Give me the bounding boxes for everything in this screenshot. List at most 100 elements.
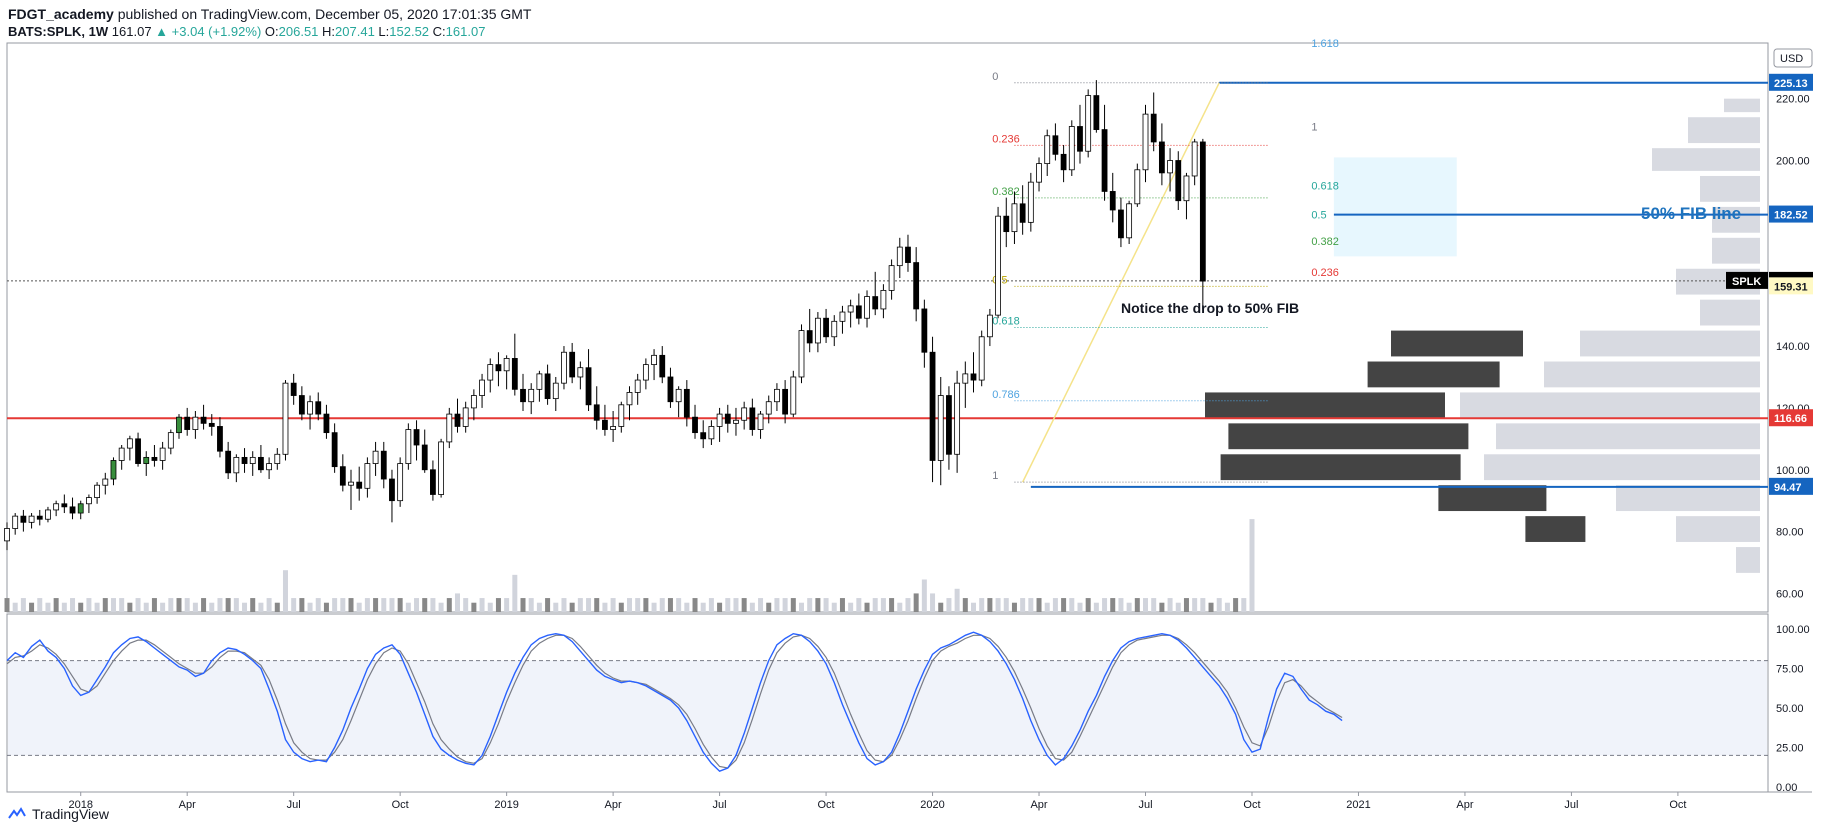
candle-body — [962, 373, 969, 384]
volume-bar — [94, 602, 100, 612]
volume-bar — [37, 598, 43, 612]
volume-bar — [332, 598, 338, 612]
candle-body — [290, 382, 297, 396]
time-tick-label: Jul — [287, 799, 301, 811]
candle-body — [1085, 95, 1092, 152]
candle-body — [847, 305, 854, 313]
volume-bar — [594, 598, 600, 612]
volume-bar — [78, 602, 84, 612]
candle-body — [1158, 141, 1165, 174]
time-tick-label: 2018 — [68, 799, 92, 811]
volume-bar — [454, 593, 460, 612]
time-tick-label: Oct — [1669, 799, 1686, 811]
symbol-label: BATS:SPLK, 1W — [8, 24, 109, 39]
volume-bar — [151, 598, 157, 612]
candle-body — [470, 395, 477, 409]
price-label-badge — [1769, 409, 1813, 427]
volume-bar — [274, 602, 280, 612]
candle-body — [1134, 169, 1141, 205]
candle-body — [552, 382, 559, 400]
volume-bar — [282, 570, 288, 612]
volume-bar — [430, 598, 436, 612]
time-tick-label: Apr — [179, 799, 196, 811]
volume-bar — [1093, 602, 1099, 612]
candle-body — [389, 478, 395, 502]
candle-body — [1126, 203, 1133, 239]
volume-bar — [1061, 598, 1067, 612]
volume-bar — [1118, 598, 1124, 612]
volume-bar — [1110, 598, 1116, 612]
candle-body — [380, 450, 387, 480]
candle-body — [126, 438, 133, 449]
candle-body — [405, 429, 412, 464]
stoch-tick-label: 0.00 — [1776, 782, 1797, 794]
candle-body — [511, 358, 518, 390]
candle-body — [339, 466, 346, 486]
volume-bar — [815, 598, 821, 612]
volume-profile-bar — [1712, 237, 1760, 264]
volume-bar — [1233, 598, 1239, 612]
volume-bar — [954, 588, 960, 612]
price-label-text: 116.66 — [1774, 413, 1807, 425]
candle-body — [667, 376, 674, 403]
volume-bar — [913, 593, 919, 612]
price-label-badge — [1769, 277, 1813, 295]
candle-body — [675, 388, 682, 403]
candle-body — [626, 392, 633, 406]
footer-brand[interactable]: TradingView — [8, 806, 109, 822]
candle-body — [94, 484, 100, 498]
fib-level-label: 0.786 — [992, 389, 1020, 401]
volume-bar — [823, 598, 829, 612]
volume-bar — [86, 598, 92, 612]
volume-bar — [479, 598, 485, 612]
candle-body — [36, 515, 43, 520]
publisher-name[interactable]: FDGT_academy — [8, 6, 114, 22]
currency-tag[interactable] — [1773, 48, 1813, 68]
candle-body — [790, 376, 797, 415]
candle-body — [839, 311, 846, 322]
candle-body — [823, 317, 829, 338]
volume-bar — [1192, 598, 1198, 612]
candle-body — [1142, 113, 1149, 171]
candle-body — [610, 426, 617, 430]
volume-bar — [667, 598, 673, 612]
price-pane[interactable] — [6, 42, 1769, 613]
volume-bar — [1224, 602, 1230, 612]
fib-level-label: 0.236 — [992, 133, 1020, 145]
volume-bar — [971, 602, 977, 612]
candle-body — [1060, 153, 1067, 171]
volume-bar — [160, 602, 166, 612]
candle-body — [266, 463, 273, 471]
candle-body — [995, 215, 1001, 316]
volume-bar — [979, 598, 985, 612]
candle-body — [921, 308, 928, 353]
price-tick-label: 80.00 — [1776, 527, 1804, 539]
candle-body — [487, 364, 494, 381]
candle-body — [446, 413, 453, 443]
candle-body — [634, 379, 641, 393]
candle-body — [1011, 203, 1018, 233]
candle-body — [1044, 135, 1051, 165]
volume-bar — [504, 598, 510, 612]
volume-bar — [1200, 598, 1206, 612]
volume-bar — [512, 574, 518, 612]
candle-body — [1101, 129, 1108, 192]
price-label-text: 225.13 — [1774, 78, 1808, 90]
candle-body — [733, 419, 739, 424]
volume-bar — [1151, 598, 1157, 612]
candle-body — [249, 456, 256, 464]
volume-bar — [651, 602, 657, 612]
volume-profile-bar — [1688, 117, 1760, 144]
volume-bar — [733, 598, 739, 612]
volume-profile-bar — [1712, 206, 1760, 233]
volume-bar — [987, 598, 993, 612]
volume-bar — [897, 602, 903, 612]
volume-profile-bar — [1544, 361, 1760, 388]
candle-body — [749, 407, 756, 430]
candle-body — [77, 503, 84, 514]
candle-body — [544, 373, 551, 400]
candle-body — [1167, 160, 1173, 174]
candle-body — [1109, 191, 1116, 211]
candle-body — [217, 426, 223, 452]
